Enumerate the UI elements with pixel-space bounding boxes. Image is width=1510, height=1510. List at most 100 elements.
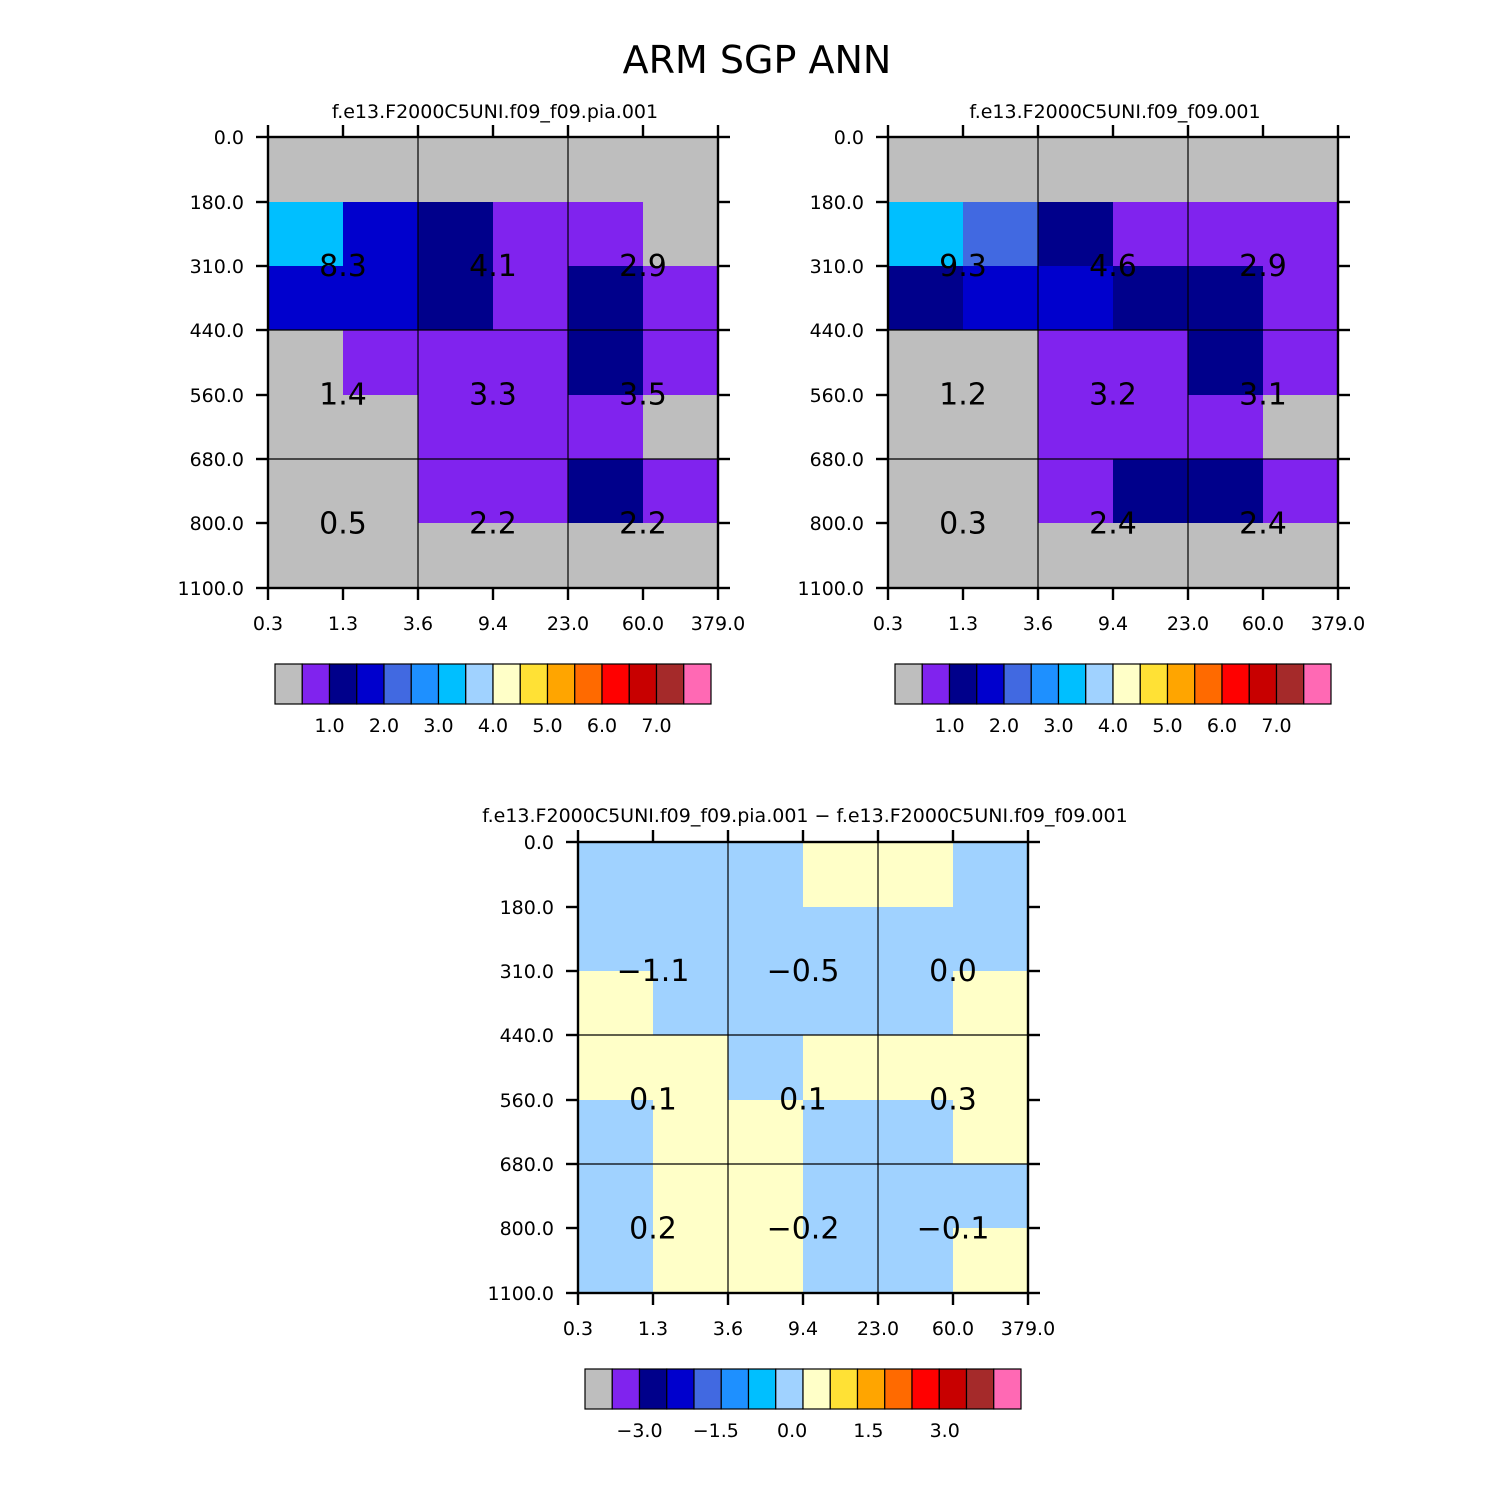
heatmap-cell — [1113, 330, 1189, 396]
y-tick-label: 680.0 — [810, 449, 864, 471]
colorbar-box — [1275, 663, 1305, 705]
y-tick-label: 560.0 — [810, 385, 864, 407]
heatmap-cell — [888, 523, 964, 589]
colorbar-box — [683, 663, 712, 705]
heatmap-cell — [568, 266, 644, 331]
y-tick-label: 180.0 — [500, 897, 554, 919]
colorbar-box — [574, 663, 603, 705]
heatmap-cell — [418, 523, 494, 589]
panel-pia: f.e13.F2000C5UNI.f09_f09.pia.001 0.0 180.… — [178, 101, 746, 737]
cell-value-label: 0.1 — [779, 1083, 827, 1118]
colorbar-label: 5.0 — [1152, 715, 1182, 737]
colorbar-box — [666, 1368, 695, 1410]
cell-value-label: 3.1 — [1239, 378, 1287, 413]
heatmap-cell — [1038, 137, 1114, 203]
heatmap-cell — [1038, 202, 1114, 267]
x-tick-label: 9.4 — [788, 1318, 818, 1340]
y-tick-label: 1100.0 — [488, 1283, 554, 1305]
colorbar-label: −1.5 — [693, 1420, 739, 1442]
y-tick-label: 680.0 — [190, 449, 244, 471]
colorbar-label: 1.5 — [853, 1420, 883, 1442]
x-tick-label: 0.3 — [873, 613, 903, 635]
heatmap-cell — [1113, 266, 1189, 331]
heatmap-cell — [728, 1228, 804, 1294]
colorbar-box — [965, 1368, 995, 1410]
cell-value-label: 2.4 — [1089, 507, 1137, 542]
x-tick-label: 0.3 — [253, 613, 283, 635]
colorbar-box — [802, 1368, 831, 1410]
cell-value-label: 8.3 — [319, 249, 367, 284]
heatmap-cell — [1188, 202, 1264, 267]
heatmap-cell — [963, 330, 1039, 396]
heatmap-cell — [803, 1164, 879, 1229]
colorbar-box — [1248, 663, 1278, 705]
colorbar-box — [465, 663, 494, 705]
heatmap-cell — [878, 842, 954, 908]
heatmap-cell — [418, 202, 494, 267]
heatmap-cell — [728, 1164, 804, 1229]
heatmap-cell — [578, 1100, 654, 1165]
heatmap-cell — [803, 971, 879, 1036]
heatmap-cell — [878, 1035, 954, 1101]
heatmap-cell — [343, 202, 419, 267]
heatmap-cell — [568, 395, 644, 460]
colorbar-label: 3.0 — [930, 1420, 960, 1442]
heatmap-cell — [878, 971, 954, 1036]
y-tick-label: 680.0 — [500, 1154, 554, 1176]
cell-value-label: 3.2 — [1089, 378, 1137, 413]
heatmap-cell — [493, 459, 569, 524]
cell-value-label: 1.4 — [319, 378, 367, 413]
colorbar-box — [611, 1368, 641, 1410]
heatmap-cell — [963, 395, 1039, 460]
colorbar-box — [655, 663, 685, 705]
heatmap-cell — [803, 1228, 879, 1294]
colorbar-box — [948, 663, 978, 705]
heatmap-cell — [1188, 330, 1264, 396]
y-tick-label: 310.0 — [500, 961, 554, 983]
heatmap-cell — [568, 202, 644, 267]
colorbar-label: 4.0 — [1098, 715, 1128, 737]
colorbar-label: 6.0 — [587, 715, 617, 737]
heatmap-cell — [343, 459, 419, 524]
heatmap-cell — [728, 1035, 804, 1101]
heatmap-cell — [803, 842, 879, 908]
panel-title: f.e13.F2000C5UNI.f09_f09.pia.001 − f.e13… — [482, 805, 1127, 827]
heatmap-cell — [888, 202, 964, 267]
x-tick-label: 3.6 — [713, 1318, 743, 1340]
x-tick-label: 60.0 — [932, 1318, 974, 1340]
heatmap-cell — [653, 1164, 729, 1229]
colorbar-box — [437, 663, 467, 705]
cell-value-label: 0.2 — [629, 1212, 677, 1247]
x-tick-label: 1.3 — [948, 613, 978, 635]
heatmap-cell — [888, 330, 964, 396]
heatmap-cell — [568, 330, 644, 396]
colorbar-box — [829, 1368, 859, 1410]
heatmap-cell — [493, 523, 569, 589]
heatmap-cell — [1038, 266, 1114, 331]
heatmap-cell — [953, 1035, 1029, 1101]
cell-value-label: 3.3 — [469, 378, 517, 413]
heatmap-cell — [1038, 330, 1114, 396]
heatmap-cell — [1263, 137, 1339, 203]
heatmap-cell — [418, 266, 494, 331]
cell-value-label: 4.1 — [469, 249, 517, 284]
colorbar-box — [1003, 663, 1032, 705]
colorbar-label: 1.0 — [314, 715, 344, 737]
cell-value-label: 9.3 — [939, 249, 987, 284]
x-tick-label: 23.0 — [1167, 613, 1209, 635]
figure-title: ARM SGP ANN — [623, 38, 892, 82]
colorbar-box — [884, 1368, 913, 1410]
y-tick-label: 0.0 — [524, 832, 554, 854]
heatmap-cell — [418, 137, 494, 203]
y-tick-label: 800.0 — [810, 513, 864, 535]
cell-value-label: −0.1 — [917, 1212, 990, 1247]
cell-value-label: 0.5 — [319, 507, 367, 542]
x-tick-label: 3.6 — [1023, 613, 1053, 635]
heatmap-cell — [728, 971, 804, 1036]
heatmap-cell — [493, 330, 569, 396]
colorbar-box — [356, 663, 385, 705]
heatmap-cell — [878, 907, 954, 972]
heatmap-cell — [268, 330, 344, 396]
y-tick-label: 0.0 — [214, 127, 244, 149]
colorbar-box — [1085, 663, 1114, 705]
